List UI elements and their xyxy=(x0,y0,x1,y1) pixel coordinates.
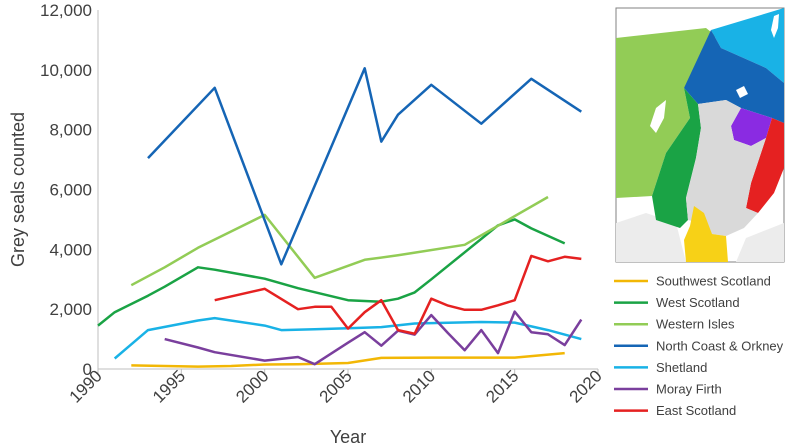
map-background-land-east xyxy=(736,223,784,262)
map-region-north-coast-orkney xyxy=(684,30,784,123)
y-tick-label: 6,000 xyxy=(49,181,92,200)
legend-label-moray-firth: Moray Firth xyxy=(656,382,722,397)
y-tick-label: 8,000 xyxy=(49,121,92,140)
map-orkney-islands xyxy=(736,86,748,98)
map-background-land xyxy=(616,213,686,262)
series-line-shetland xyxy=(113,316,582,360)
x-tick-label: 2000 xyxy=(232,366,272,406)
legend-label-shetland: Shetland xyxy=(656,360,707,375)
map-shetland-islands xyxy=(771,14,779,38)
map-region-moray-firth xyxy=(731,108,772,146)
chart-lines xyxy=(97,67,583,368)
x-tick-label: 1995 xyxy=(149,366,189,406)
series-line-north-coast-and-orkney xyxy=(147,67,582,266)
series-line-southwest-scotland xyxy=(131,351,565,368)
x-tick-label: 2015 xyxy=(482,366,522,406)
x-tick-label: 1990 xyxy=(66,366,106,406)
legend-label-west-scotland: West Scotland xyxy=(656,295,740,310)
y-tick-label: 4,000 xyxy=(49,240,92,259)
map-scotland-land xyxy=(686,100,766,236)
x-tick-label: 2010 xyxy=(399,366,439,406)
y-tick-label: 12,000 xyxy=(40,1,92,20)
series-line-east-scotland xyxy=(214,254,582,335)
map-region-east-scotland xyxy=(746,118,784,213)
map-western-isles-islands xyxy=(650,100,666,133)
map-region-west-scotland xyxy=(652,88,701,228)
x-tick-label: 2005 xyxy=(316,366,356,406)
series-line-western-isles xyxy=(130,195,549,287)
map-region-shetland xyxy=(711,8,784,83)
regions-map xyxy=(615,7,785,263)
legend-label-southwest-scotland: Southwest Scotland xyxy=(656,274,771,289)
y-tick-label: 0 xyxy=(83,360,92,379)
y-axis-title: Grey seals counted xyxy=(8,112,28,267)
map-region-western-isles xyxy=(616,28,716,198)
map-region-southwest-scotland xyxy=(684,206,728,262)
chart-legend: Southwest Scotland West Scotland Western I… xyxy=(614,274,784,418)
legend-label-western-isles: Western Isles xyxy=(656,317,735,332)
y-tick-label: 2,000 xyxy=(49,300,92,319)
legend-label-east-scotland: East Scotland xyxy=(656,403,736,418)
x-axis-title: Year xyxy=(330,427,366,447)
y-tick-label: 10,000 xyxy=(40,61,92,80)
x-tick-label: 2020 xyxy=(566,366,606,406)
chart-axes: 0 2,000 4,000 6,000 8,000 10,000 12,000 1990 199… xyxy=(8,1,606,447)
legend-label-north-coast-and-orkney: North Coast & Orkney xyxy=(656,338,784,353)
